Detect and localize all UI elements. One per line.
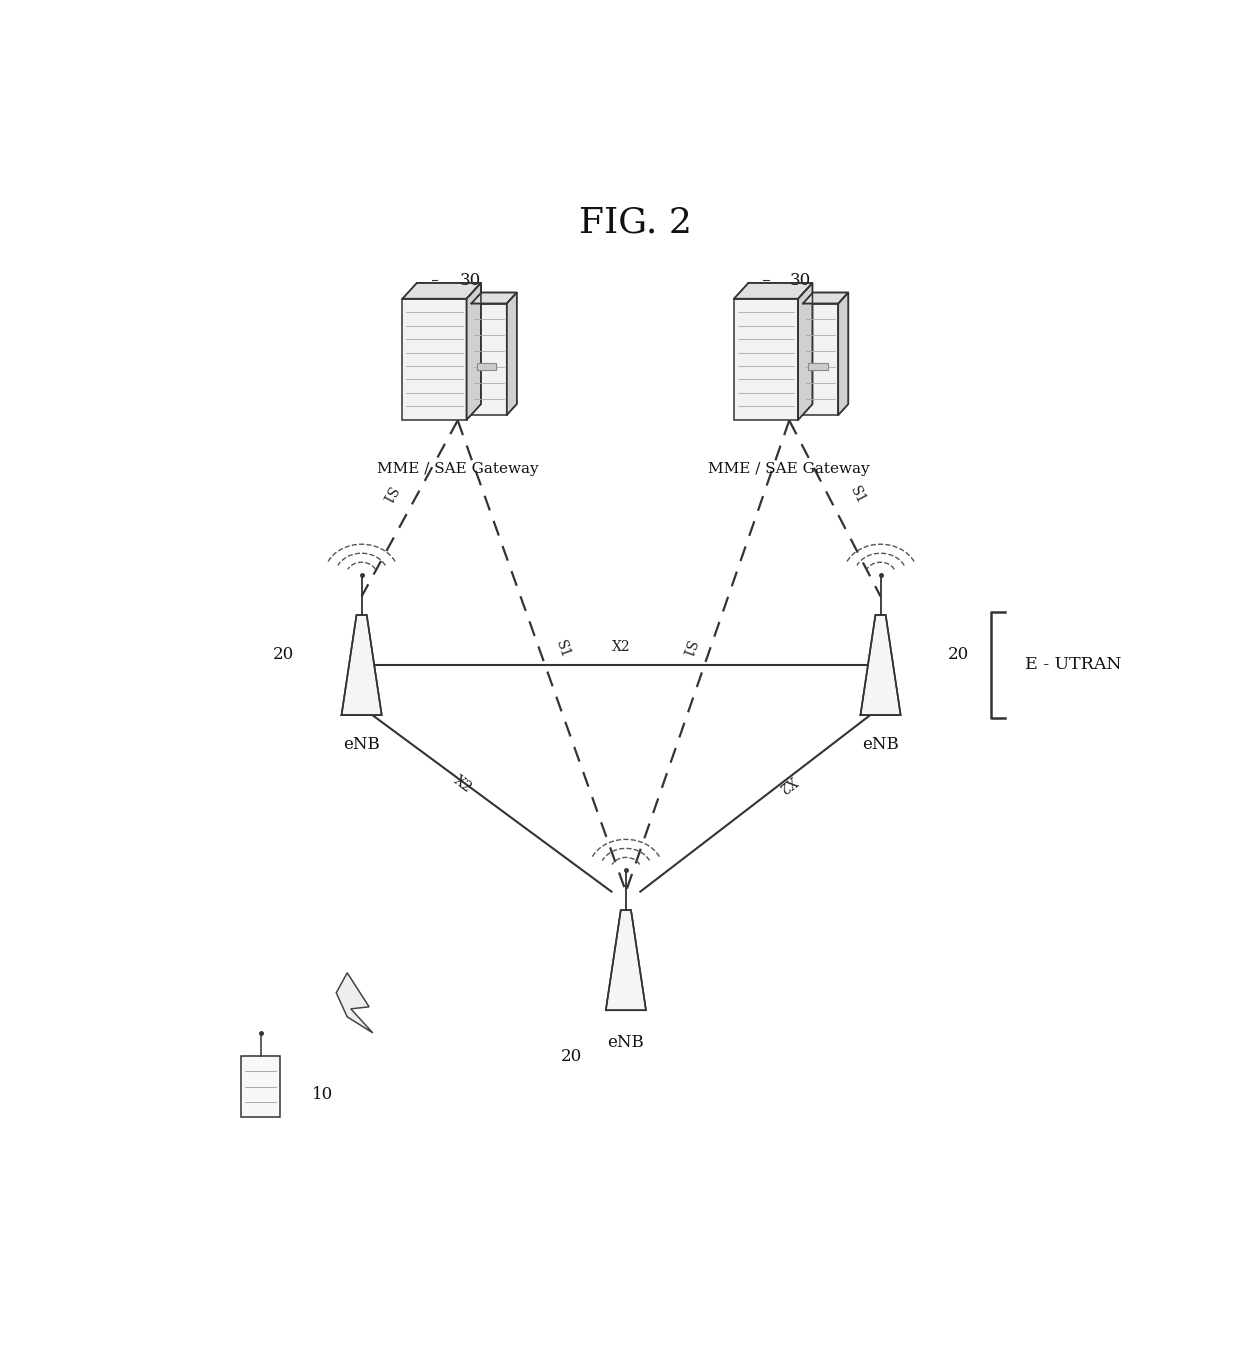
Text: eNB: eNB [343, 735, 379, 753]
Text: S1: S1 [376, 483, 397, 507]
Polygon shape [403, 283, 481, 298]
Text: X2: X2 [611, 641, 630, 654]
Polygon shape [466, 283, 481, 420]
Polygon shape [861, 615, 900, 715]
Text: S1: S1 [847, 485, 868, 507]
Polygon shape [804, 293, 848, 304]
Bar [749, 283, 812, 404]
Text: eNB: eNB [862, 735, 899, 753]
Polygon shape [471, 293, 517, 304]
Polygon shape [606, 910, 646, 1010]
Polygon shape [336, 973, 373, 1032]
Text: 20: 20 [560, 1047, 582, 1065]
Bar [734, 298, 799, 420]
Bar [476, 363, 496, 371]
Text: E - UTRAN: E - UTRAN [1024, 657, 1121, 674]
Text: S1: S1 [677, 638, 697, 660]
Text: X2: X2 [776, 772, 799, 795]
Text: 30: 30 [460, 271, 481, 289]
Bar [417, 283, 481, 404]
Text: 20: 20 [273, 646, 294, 663]
Bar [242, 1055, 280, 1117]
Bar [804, 304, 838, 415]
Bar [471, 304, 507, 415]
Bar [403, 298, 466, 420]
Text: 30: 30 [790, 271, 811, 289]
Text: eNB: eNB [608, 1034, 645, 1051]
Polygon shape [838, 293, 848, 415]
Text: 10: 10 [311, 1086, 332, 1102]
Text: S1: S1 [553, 638, 572, 660]
Text: MME / SAE Gateway: MME / SAE Gateway [708, 461, 870, 475]
Text: FIG. 2: FIG. 2 [579, 205, 692, 240]
Polygon shape [799, 283, 812, 420]
Polygon shape [341, 615, 382, 715]
Bar [808, 363, 827, 371]
Text: X2: X2 [451, 773, 474, 795]
Polygon shape [734, 283, 812, 298]
Text: 20: 20 [947, 646, 970, 663]
Polygon shape [507, 293, 517, 415]
Text: MME / SAE Gateway: MME / SAE Gateway [377, 461, 538, 475]
